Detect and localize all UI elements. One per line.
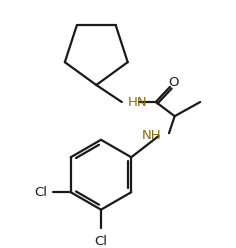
Text: HN: HN	[127, 95, 147, 109]
Text: Cl: Cl	[34, 186, 47, 199]
Text: O: O	[169, 76, 179, 89]
Text: NH: NH	[142, 128, 161, 142]
Text: Cl: Cl	[94, 235, 108, 248]
